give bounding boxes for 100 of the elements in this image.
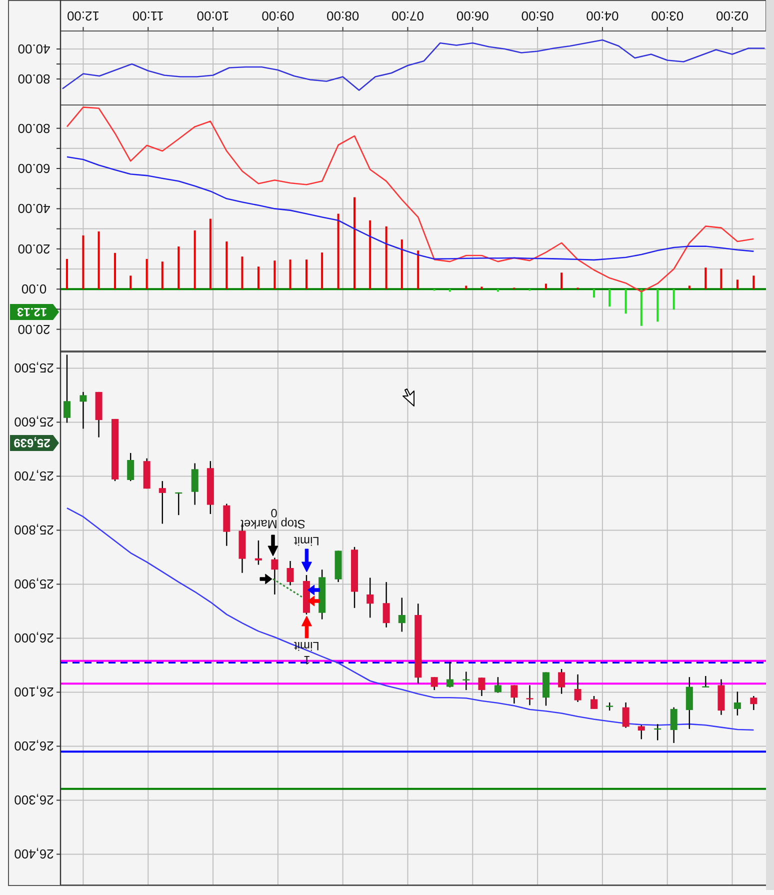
candlestick [526, 684, 534, 706]
bar [736, 280, 738, 290]
candlestick [398, 597, 406, 632]
line-series [66, 156, 754, 261]
bar [672, 289, 675, 310]
bar [544, 284, 547, 290]
bar [146, 258, 148, 290]
y-tick-label: 20.00 [18, 322, 50, 337]
bar [640, 289, 642, 326]
bar [321, 252, 324, 290]
text: 25,639 [13, 436, 50, 450]
candlestick [127, 452, 134, 482]
bar [624, 289, 627, 314]
bar [385, 226, 388, 290]
bar [257, 266, 260, 290]
y-tick-label: 20.00 [18, 241, 50, 256]
bar [656, 289, 659, 322]
y-tick-label: 80.00 [18, 120, 50, 136]
y-tick-label: 26,000 [14, 630, 54, 646]
bar [704, 268, 707, 290]
annotation: Limit [293, 534, 320, 548]
bar [161, 262, 164, 290]
x-tick-label: 06:00 [456, 8, 489, 24]
candlestick [286, 560, 294, 586]
candlestick [590, 695, 598, 710]
annotation: Stop Market [240, 517, 306, 531]
bar [400, 239, 403, 290]
bar [752, 276, 755, 290]
candlestick [254, 540, 262, 566]
x-tick-label: 04:00 [586, 8, 619, 24]
bar [369, 220, 372, 290]
bar [274, 260, 276, 290]
candlestick [574, 674, 582, 703]
bar [480, 286, 483, 290]
bar [354, 197, 356, 290]
bar [593, 289, 596, 298]
y-tick-label: 80.00 [18, 71, 50, 86]
y-tick-label: 0.00 [21, 282, 47, 297]
candlestick [191, 462, 198, 506]
candlestick [446, 661, 454, 688]
line-series [66, 507, 754, 731]
bar [465, 286, 468, 290]
bar [337, 214, 340, 290]
bar [226, 241, 228, 290]
y-tick-label: 26,400 [14, 846, 54, 862]
y-tick-label: 60.00 [18, 161, 50, 176]
bar [608, 289, 611, 307]
line-series [66, 106, 754, 292]
y-tick-label: 25,500 [14, 360, 54, 376]
candlestick [638, 724, 645, 740]
bar [688, 286, 690, 290]
bar [448, 289, 451, 292]
x-tick-label: 09:00 [262, 8, 294, 24]
x-tick-label: 02:00 [716, 8, 749, 24]
y-tick-label: 40.00 [18, 41, 50, 56]
bar [178, 246, 180, 290]
candlestick [750, 695, 758, 711]
candlestick [158, 480, 166, 524]
candlestick [734, 691, 741, 716]
candlestick [366, 577, 374, 618]
candlestick [63, 354, 70, 424]
candlestick [622, 702, 630, 728]
bar [720, 268, 722, 290]
candlestick [494, 676, 502, 694]
bar [82, 235, 84, 290]
x-tick-label: 08:00 [326, 8, 360, 24]
x-tick-label: 07:00 [391, 8, 424, 24]
bar [305, 260, 308, 290]
bar [98, 231, 100, 290]
candlestick [478, 677, 486, 697]
bar [194, 230, 196, 290]
x-tick-label: 10:00 [196, 8, 230, 24]
y-tick-label: 40.00 [18, 201, 50, 216]
annotation: 0 [270, 506, 278, 520]
candlestick [670, 706, 678, 744]
bar [560, 272, 563, 290]
candlestick [686, 676, 693, 730]
y-tick-label: 26,300 [14, 792, 54, 808]
bar [289, 260, 292, 290]
x-tick-label: 12:00 [66, 8, 100, 24]
bar [241, 256, 244, 290]
annotation: Limit [293, 639, 320, 653]
candlestick [558, 668, 566, 694]
y-tick-label: 25,600 [14, 414, 54, 430]
y-tick-label: 25,800 [14, 522, 54, 538]
annotation: 1 [303, 653, 310, 667]
bar [114, 252, 116, 290]
candlestick [510, 684, 518, 704]
y-tick-label: 26,100 [14, 684, 54, 700]
y-tick-label: 25,900 [14, 576, 54, 592]
bar [66, 258, 68, 290]
y-tick-label: 25,700 [14, 468, 54, 484]
candlestick [430, 676, 438, 691]
bar [496, 289, 499, 292]
x-tick-label: 03:00 [651, 8, 684, 24]
candlestick [382, 581, 390, 628]
x-tick-label: 05:00 [521, 8, 554, 24]
candlestick [271, 557, 278, 596]
y-tick-label: 26,200 [14, 738, 54, 754]
x-tick-label: 11:00 [132, 8, 164, 24]
